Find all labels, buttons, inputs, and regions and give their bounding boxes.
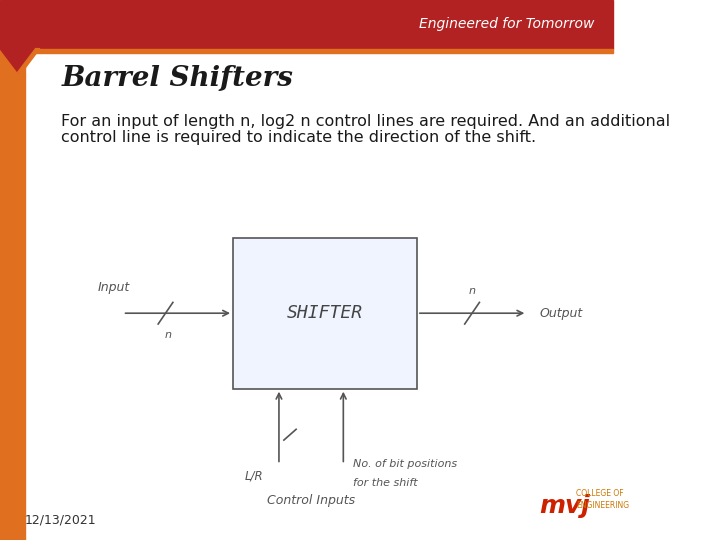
Bar bbox=[0, 49, 613, 53]
Text: control line is required to indicate the direction of the shift.: control line is required to indicate the… bbox=[61, 130, 536, 145]
Text: mvj: mvj bbox=[539, 495, 590, 518]
Text: SHIFTER: SHIFTER bbox=[287, 304, 363, 322]
Polygon shape bbox=[0, 49, 37, 73]
Bar bbox=[0, 0, 613, 49]
Text: Control Inputs: Control Inputs bbox=[267, 494, 355, 507]
Text: No. of bit positions: No. of bit positions bbox=[353, 459, 456, 469]
Text: Barrel Shifters: Barrel Shifters bbox=[61, 65, 293, 92]
Text: L/R: L/R bbox=[245, 470, 264, 483]
Text: n: n bbox=[165, 330, 172, 341]
Text: Engineered for Tomorrow: Engineered for Tomorrow bbox=[419, 17, 595, 31]
Bar bbox=[0, 53, 24, 540]
Bar bbox=[233, 238, 417, 389]
Polygon shape bbox=[17, 49, 40, 73]
Text: For an input of length n, log2 n control lines are required. And an additional: For an input of length n, log2 n control… bbox=[61, 114, 670, 129]
Text: Output: Output bbox=[539, 307, 582, 320]
Text: n: n bbox=[469, 286, 476, 296]
Text: Input: Input bbox=[98, 281, 130, 294]
Text: for the shift: for the shift bbox=[353, 478, 417, 488]
Text: 12/13/2021: 12/13/2021 bbox=[24, 514, 96, 526]
Text: COLLEGE OF
ENGINEERING: COLLEGE OF ENGINEERING bbox=[576, 489, 629, 510]
